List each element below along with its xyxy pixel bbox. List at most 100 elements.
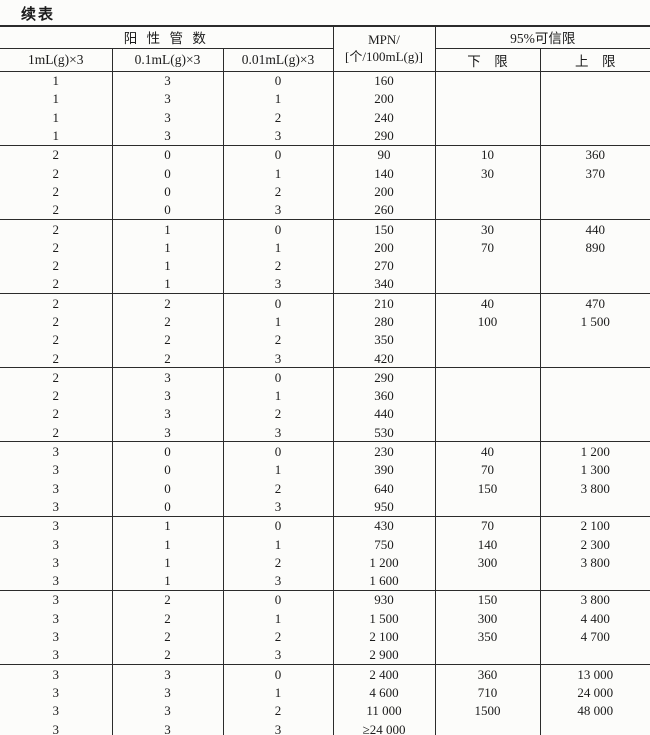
table-cell: 3 xyxy=(0,609,113,628)
table-cell: 2 xyxy=(112,330,224,349)
table-cell: 100 xyxy=(435,312,541,331)
table-cell: 1500 xyxy=(435,701,541,720)
table-cell: 0 xyxy=(223,293,334,313)
table-cell: 90 xyxy=(333,145,436,164)
table-cell: 750 xyxy=(333,534,436,554)
table-cell xyxy=(540,182,650,200)
table-cell: 3 xyxy=(112,367,224,387)
table-cell xyxy=(540,497,650,517)
table-cell xyxy=(435,89,541,109)
table-row: 2 2 2 350 xyxy=(0,330,650,349)
table-cell: 2 xyxy=(112,645,224,665)
table-cell: 350 xyxy=(435,627,541,646)
header-col-1ml: 1mL(g)×3 xyxy=(0,48,113,72)
table-cell: 2 xyxy=(0,330,113,349)
table-cell: 2 xyxy=(112,627,224,646)
header-upper-limit: 上 限 xyxy=(540,48,650,72)
table-cell: 3 xyxy=(0,553,113,572)
table-cell: 4 600 xyxy=(333,683,436,702)
header-row-groups: 阳 性 管 数 MPN/ [个/100mL(g)] 95%可信限 xyxy=(0,26,650,72)
table-cell: 2 xyxy=(0,145,113,164)
table-header: 阳 性 管 数 MPN/ [个/100mL(g)] 95%可信限 1mL(g)×… xyxy=(0,26,650,72)
table-body: 1 3 0 160 1 3 1 200 1 3 2 240 1 3 3 290 2 0 0 90 10 360 2 0 1 140… xyxy=(0,71,650,735)
table-cell: 0 xyxy=(223,367,334,387)
table-cell: 300 xyxy=(435,553,541,572)
table-cell: 3 xyxy=(223,571,334,591)
table-cell xyxy=(540,331,650,349)
table-cell xyxy=(540,387,650,405)
table-cell xyxy=(435,571,541,591)
table-cell xyxy=(540,720,650,735)
table-cell: 930 xyxy=(333,590,436,610)
table-row: 1 3 1 200 xyxy=(0,89,650,109)
table-cell: 2 xyxy=(0,423,113,443)
table-cell: 3 xyxy=(112,719,224,735)
table-cell: 710 xyxy=(435,683,541,702)
table-cell xyxy=(435,645,541,665)
table-cell: 40 xyxy=(435,293,541,313)
table-cell: 3 xyxy=(223,719,334,735)
table-cell: 0 xyxy=(112,497,224,517)
table-cell xyxy=(540,90,650,108)
table-cell xyxy=(435,256,541,275)
table-cell: 4 700 xyxy=(580,629,610,645)
table-cell: 260 xyxy=(333,200,436,220)
table-cell: 1 200 xyxy=(333,553,436,572)
table-cell: 1 xyxy=(112,553,224,572)
table-cell: 1 300 xyxy=(580,462,610,478)
table-cell: 2 xyxy=(0,293,113,313)
table-row: 3 3 3 ≥24 000 xyxy=(0,719,650,735)
table-row: 2 3 0 290 xyxy=(0,367,650,387)
table-cell xyxy=(435,274,541,295)
table-cell xyxy=(435,367,541,387)
table-cell: 3 xyxy=(223,200,334,220)
table-cell xyxy=(540,348,650,369)
table-row: 2 0 2 200 xyxy=(0,182,650,201)
table-cell: 2 xyxy=(223,330,334,349)
table-cell: 3 xyxy=(223,274,334,295)
table-cell xyxy=(435,348,541,369)
table-cell: 1 xyxy=(0,71,113,90)
table-cell: 200 xyxy=(333,182,436,201)
table-cell xyxy=(540,405,650,423)
table-cell: 2 xyxy=(0,348,113,369)
table-cell: 2 xyxy=(223,108,334,127)
table-cell xyxy=(435,404,541,424)
table-cell: 2 xyxy=(223,701,334,720)
table-cell: 140 xyxy=(333,163,436,183)
table-cell xyxy=(435,108,541,127)
table-row: 2 2 0 210 40 470 xyxy=(0,293,650,313)
header-mpn-line2: [个/100mL(g)] xyxy=(345,48,424,64)
table-cell: 24 000 xyxy=(577,684,614,700)
table-cell xyxy=(435,386,541,405)
table-cell: 30 xyxy=(435,163,541,183)
table-cell: 1 xyxy=(112,238,224,257)
table-row: 2 1 0 150 30 440 xyxy=(0,219,650,239)
table-cell: 150 xyxy=(333,219,436,239)
table-cell: 48 000 xyxy=(577,703,614,719)
table-cell: 290 xyxy=(333,126,436,146)
table-cell: 3 xyxy=(0,664,113,684)
table-cell: 70 xyxy=(435,460,541,480)
table-cell: 280 xyxy=(333,312,436,331)
table-cell: 240 xyxy=(333,108,436,127)
table-cell: 0 xyxy=(112,460,224,480)
table-cell: 2 900 xyxy=(333,645,436,665)
table-cell: 1 xyxy=(112,219,224,239)
table-cell: 2 xyxy=(112,609,224,628)
table-cell: 3 800 xyxy=(580,592,610,608)
table-cell xyxy=(540,368,650,387)
table-row: 2 0 1 140 30 370 xyxy=(0,163,650,183)
table-row: 1 3 2 240 xyxy=(0,108,650,127)
table-cell: 0 xyxy=(223,71,334,90)
table-cell: 420 xyxy=(333,348,436,369)
table-cell: 3 xyxy=(0,683,113,702)
table-cell: 3 xyxy=(0,497,113,517)
table-cell xyxy=(540,108,650,126)
table-cell: 0 xyxy=(112,479,224,498)
table-cell: 470 xyxy=(585,295,606,311)
table-row: 3 3 2 11 000 1500 48 000 xyxy=(0,701,650,720)
